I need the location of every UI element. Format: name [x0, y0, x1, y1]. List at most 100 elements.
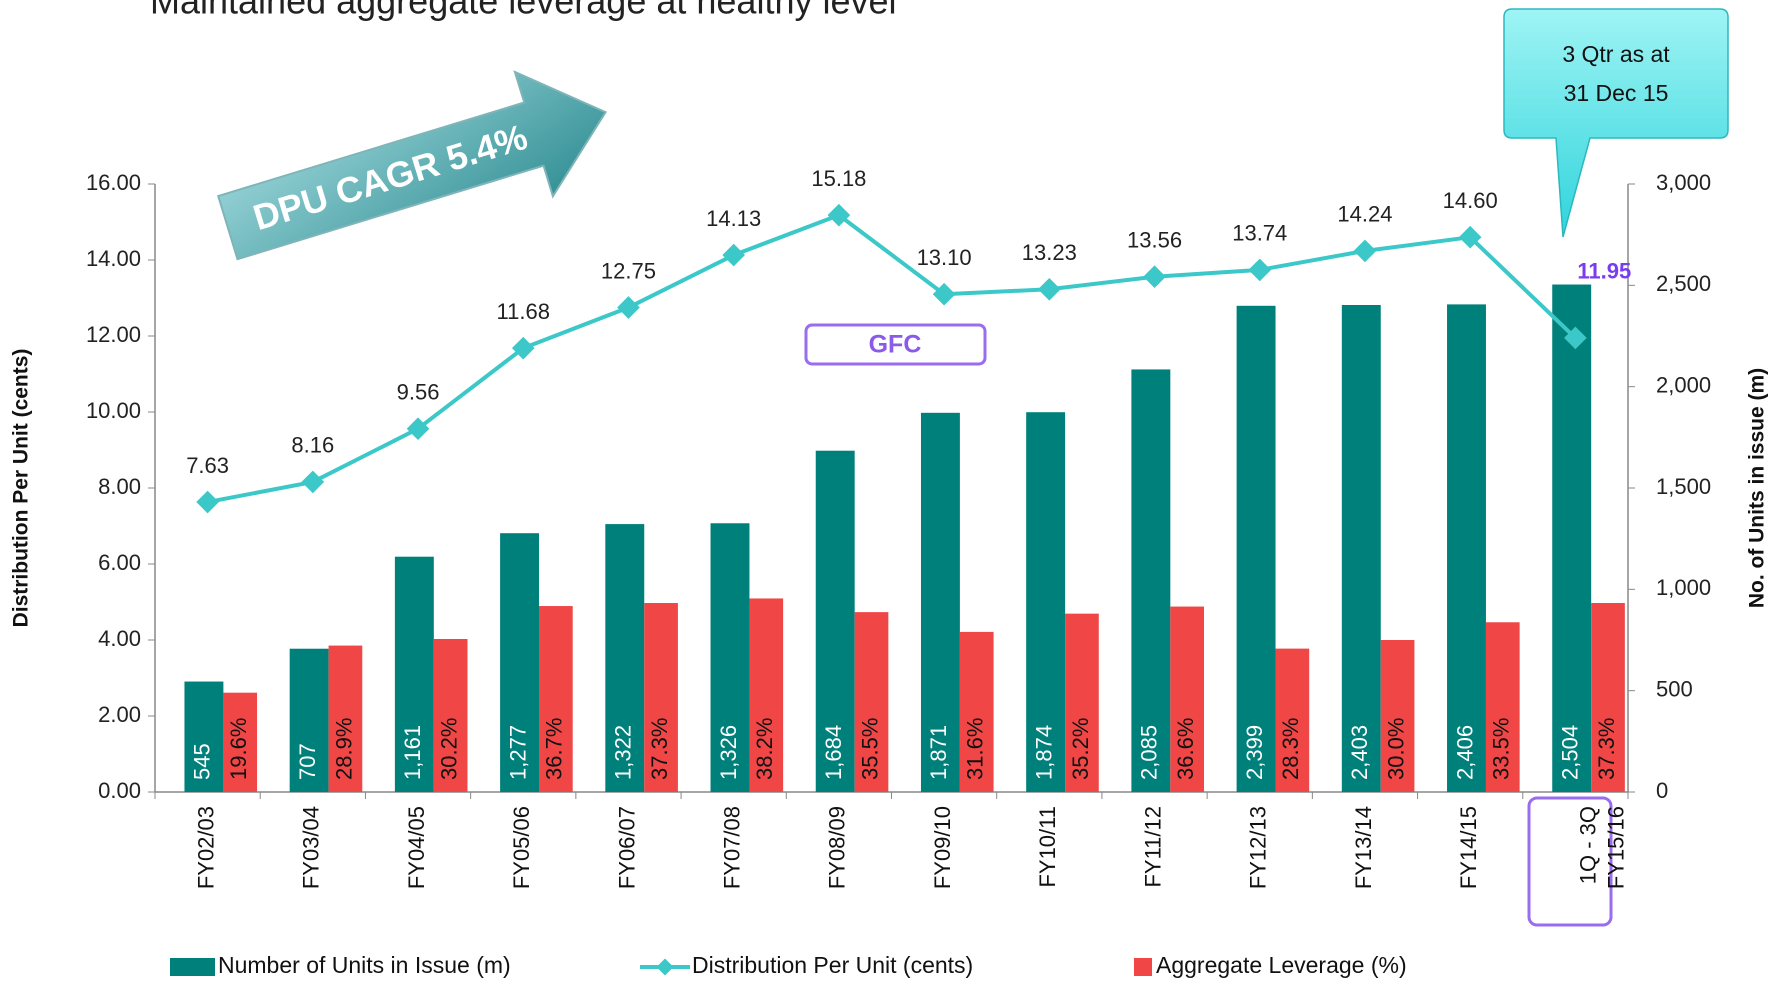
x-tick-label: FY02/03	[193, 806, 218, 889]
bar-value-label: 2,403	[1347, 725, 1372, 780]
line-value-label: 14.60	[1443, 188, 1498, 213]
line-value-label: 11.68	[497, 299, 550, 324]
bar	[1447, 304, 1486, 792]
line-marker	[406, 417, 430, 441]
legend-marker	[656, 958, 674, 976]
bar-value-label: 30.0%	[1383, 718, 1408, 780]
x-tick-label: FY06/07	[614, 806, 639, 889]
x-tick-label: FY03/04	[299, 806, 324, 889]
bar-value-label: 1,277	[505, 725, 530, 780]
line-value-label: 14.24	[1337, 202, 1392, 227]
x-tick-label: FY09/10	[930, 806, 955, 889]
x-tick-label: FY04/05	[404, 806, 429, 889]
bar	[1380, 640, 1415, 792]
bar-value-label: 2,504	[1558, 725, 1583, 780]
legend-label: Aggregate Leverage (%)	[1156, 952, 1407, 978]
callout-line: 31 Dec 15	[1564, 80, 1669, 106]
x-tick-label: FY08/09	[825, 806, 850, 889]
bar-value-label: 31.6%	[963, 718, 988, 780]
bar-value-label: 1,684	[821, 725, 846, 780]
bar	[1065, 613, 1099, 792]
bar-value-label: 35.2%	[1068, 718, 1093, 780]
x-tick-label: FY14/15	[1456, 806, 1481, 889]
line-marker	[511, 336, 535, 360]
bar-value-label: 707	[295, 743, 320, 780]
line-value-label: 12.75	[601, 258, 656, 283]
bar	[433, 638, 468, 792]
x-tick-label: FY10/11	[1035, 806, 1060, 888]
legend-swatch	[1134, 958, 1152, 976]
bar	[328, 645, 363, 792]
cagr-arrow: DPU CAGR 5.4%	[216, 70, 608, 261]
line-marker	[1038, 277, 1061, 301]
line-marker	[301, 470, 325, 494]
line-value-label: 15.18	[811, 166, 866, 191]
y-tick-label: 4.00	[98, 626, 141, 651]
y-tick-label: 8.00	[98, 474, 141, 499]
y2-tick-label: 1,500	[1656, 474, 1711, 499]
line-marker	[1564, 326, 1587, 350]
highlight-box	[1527, 796, 1613, 927]
x-tick-label: 1Q - 3Q FY15/16	[1575, 806, 1628, 889]
bar	[920, 412, 960, 792]
bar-value-label: 37.3%	[1594, 718, 1619, 780]
bar	[815, 450, 855, 792]
line-marker	[1143, 265, 1166, 289]
bar	[1131, 369, 1171, 792]
bar-value-label: 1,322	[611, 725, 636, 780]
bar	[749, 598, 784, 792]
line-value-label: 13.10	[917, 245, 972, 270]
y2-tick-label: 3,000	[1656, 170, 1711, 195]
y2-tick-label: 0	[1656, 778, 1668, 803]
line-marker	[1353, 239, 1377, 263]
line-marker	[932, 282, 956, 306]
bar	[1275, 648, 1310, 792]
bar-value-label: 545	[190, 743, 215, 780]
line-marker	[196, 490, 219, 514]
bar	[223, 692, 258, 792]
bar	[1341, 304, 1381, 792]
x-tick-label: FY12/13	[1246, 806, 1271, 889]
bar	[1485, 622, 1520, 792]
legend-label: Distribution Per Unit (cents)	[692, 952, 973, 978]
x-tick-label: FY07/08	[719, 806, 744, 889]
callout: 3 Qtr as at 31 Dec 15	[1503, 8, 1729, 238]
line-value-label: 13.74	[1232, 221, 1287, 246]
bar-value-label: 2,085	[1137, 725, 1162, 780]
bar	[644, 603, 678, 792]
y-tick-label: 6.00	[98, 550, 141, 575]
bar-value-label: 1,161	[400, 725, 425, 780]
bar	[1026, 412, 1066, 792]
chart-title: Maintained aggregate leverage at healthy…	[150, 0, 897, 22]
bar-value-label: 28.9%	[331, 718, 356, 780]
y2-axis-label: No. of Units in issue (m)	[1746, 368, 1769, 608]
gfc-label: GFC	[869, 331, 922, 359]
bar	[184, 681, 224, 792]
bar-value-label: 37.3%	[647, 718, 672, 780]
line-value-label: 13.56	[1127, 228, 1182, 253]
line-value-label: 11.95	[1577, 259, 1631, 284]
y-tick-label: 10.00	[86, 398, 141, 423]
line-marker	[1248, 258, 1272, 282]
bar	[959, 631, 994, 792]
line-marker	[617, 296, 640, 319]
y-axis-label: Distribution Per Unit (cents)	[10, 349, 33, 628]
bar	[710, 523, 750, 792]
bar	[1591, 603, 1625, 792]
x-tick-label: FY05/06	[509, 806, 534, 889]
y-tick-label: 2.00	[98, 702, 141, 727]
gfc-box	[804, 323, 987, 366]
y2-tick-label: 1,000	[1656, 575, 1711, 600]
bar-value-label: 1,326	[716, 725, 741, 780]
bar	[854, 612, 889, 792]
y-tick-label: 12.00	[86, 322, 141, 347]
y2-tick-label: 2,000	[1656, 372, 1711, 397]
bar-value-label: 36.6%	[1173, 718, 1198, 780]
x-tick-label-line: FY15/16	[1603, 806, 1628, 889]
bar-value-label: 28.3%	[1278, 718, 1303, 780]
y2-tick-label: 2,500	[1656, 271, 1711, 296]
bar	[500, 533, 540, 792]
bar-value-label: 33.5%	[1489, 718, 1514, 780]
y-tick-label: 14.00	[86, 246, 141, 271]
